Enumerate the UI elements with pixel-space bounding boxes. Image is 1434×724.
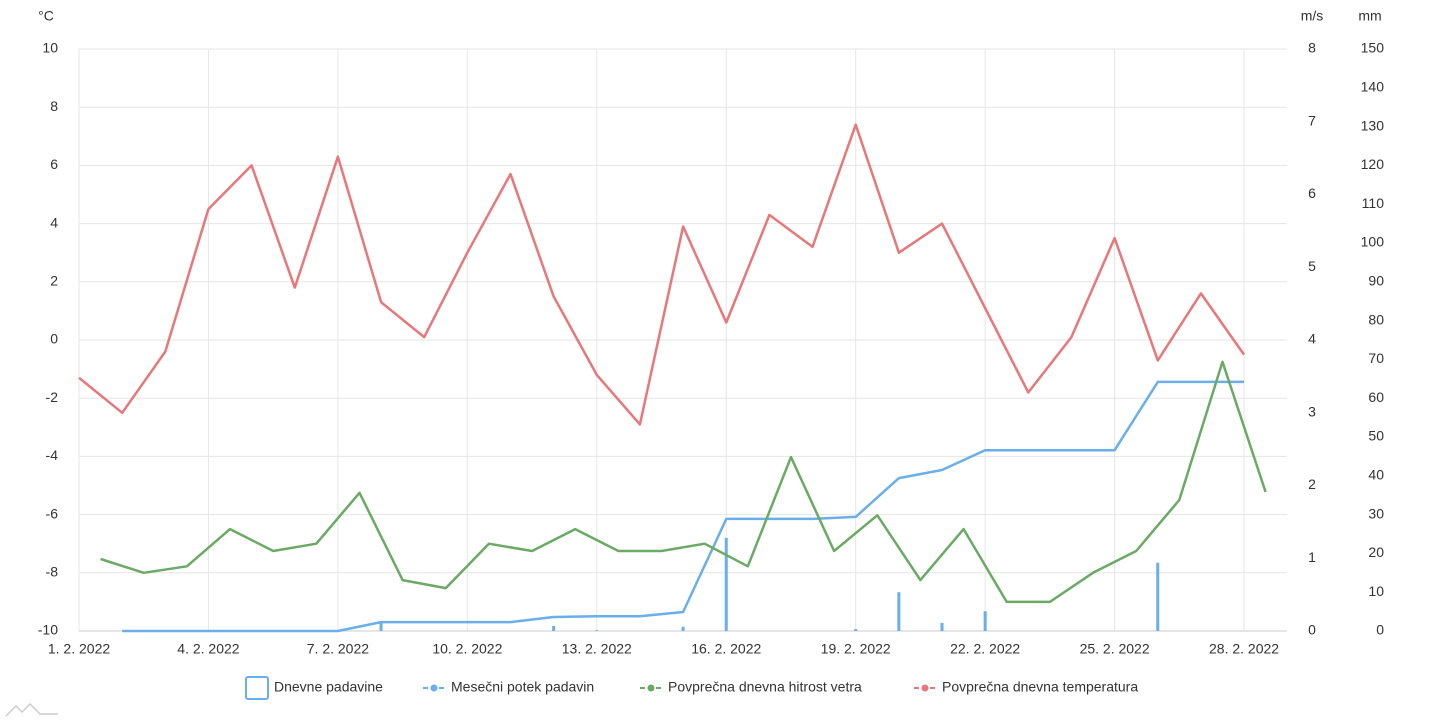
y3-tick-label: 110	[1362, 195, 1385, 211]
legend-label: Mesečni potek padavin	[451, 679, 594, 695]
legend-dot	[921, 684, 929, 692]
y2-tick-label: 2	[1308, 476, 1316, 492]
x-tick-label: 25. 2. 2022	[1080, 641, 1150, 657]
logo	[5, 702, 58, 717]
x-tick-label: 16. 2. 2022	[691, 641, 761, 657]
bar	[595, 630, 599, 631]
y2-tick-label: 5	[1308, 258, 1316, 274]
y-tick-label: -6	[46, 505, 59, 521]
y3-tick-label: 0	[1376, 622, 1384, 638]
x-tick-label: 7. 2. 2022	[307, 641, 369, 657]
y3-tick-label: 70	[1368, 350, 1384, 366]
bar	[681, 626, 685, 631]
line-series	[100, 360, 1267, 604]
y3-tick-label: 30	[1368, 505, 1384, 521]
y2-tick-label: 4	[1308, 331, 1316, 347]
legend-swatch	[245, 676, 269, 700]
line-series	[78, 123, 1246, 426]
legend-label: Dnevne padavine	[274, 679, 383, 695]
x-tick-label: 28. 2. 2022	[1209, 641, 1279, 657]
y3-tick-label: 10	[1368, 583, 1384, 599]
y-tick-label: -4	[46, 447, 59, 463]
y-tick-label: 2	[50, 273, 58, 289]
y-tick-label: -8	[46, 564, 59, 580]
y-axis-unit: °C	[38, 8, 54, 24]
x-tick-label: 13. 2. 2022	[562, 641, 632, 657]
y3-tick-label: 50	[1368, 428, 1384, 444]
y-tick-label: 0	[50, 331, 58, 347]
x-tick-label: 1. 2. 2022	[48, 641, 110, 657]
bar	[724, 537, 728, 631]
y-tick-label: 6	[50, 156, 58, 172]
legend-item: Mesečni potek padavin	[423, 679, 594, 695]
x-tick-label: 19. 2. 2022	[821, 641, 891, 657]
bar	[940, 622, 944, 631]
y2-tick-label: 0	[1308, 622, 1316, 638]
x-tick-label: 22. 2. 2022	[950, 641, 1020, 657]
line-series	[122, 380, 1244, 633]
y3-tick-label: 20	[1368, 544, 1384, 560]
y3-tick-label: 40	[1368, 467, 1384, 483]
y2-tick-label: 3	[1308, 403, 1316, 419]
y2-tick-label: 1	[1308, 549, 1316, 565]
bar	[854, 629, 858, 631]
y3-tick-label: 130	[1361, 117, 1385, 133]
bar	[1156, 562, 1160, 631]
legend-dot	[430, 684, 438, 692]
y3-tick-label: 150	[1361, 40, 1385, 56]
grid	[78, 48, 1287, 632]
y3-tick-label: 80	[1368, 311, 1384, 327]
y2-axis-unit: m/s	[1301, 8, 1324, 24]
legend-item: Dnevne padavine	[245, 676, 383, 700]
legend-item: Povprečna dnevna temperatura	[914, 679, 1138, 695]
y-tick-label: -10	[38, 622, 58, 638]
y3-axis-unit: mm	[1358, 8, 1381, 24]
y3-tick-label: 100	[1361, 234, 1385, 250]
bar	[379, 622, 383, 631]
y3-tick-label: 90	[1368, 273, 1384, 289]
y2-tick-label: 6	[1308, 185, 1316, 201]
y3-tick-label: 120	[1361, 156, 1385, 172]
bar	[983, 611, 987, 631]
y2-tick-label: 8	[1308, 40, 1316, 56]
bar	[552, 625, 556, 631]
legend-item: Povprečna dnevna hitrost vetra	[640, 679, 862, 695]
legend-label: Povprečna dnevna hitrost vetra	[668, 679, 862, 695]
x-tick-label: 10. 2. 2022	[432, 641, 502, 657]
y3-tick-label: 60	[1368, 389, 1384, 405]
y-tick-label: 8	[50, 98, 58, 114]
y3-tick-label: 140	[1361, 79, 1385, 95]
y-tick-label: 10	[42, 40, 58, 56]
bar	[897, 592, 901, 631]
y2-tick-label: 7	[1308, 112, 1316, 128]
legend-dot	[647, 684, 655, 692]
x-tick-label: 4. 2. 2022	[177, 641, 239, 657]
y-tick-label: 4	[50, 214, 58, 230]
legend-label: Povprečna dnevna temperatura	[942, 679, 1138, 695]
y-tick-label: -2	[46, 389, 59, 405]
